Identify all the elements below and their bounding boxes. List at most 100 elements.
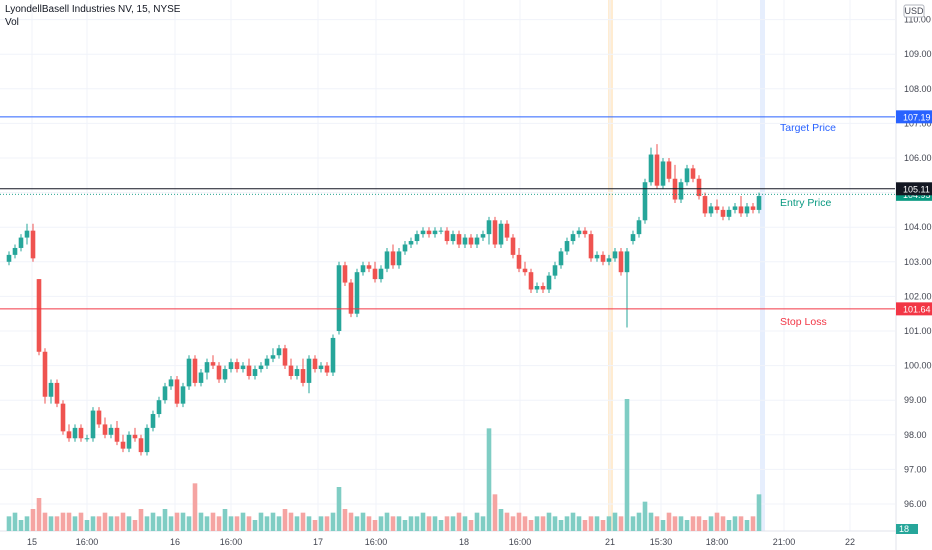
candle-body xyxy=(540,286,546,290)
volume-bar xyxy=(126,516,132,531)
volume-bar xyxy=(690,516,696,531)
y-tick-label: 101.00 xyxy=(904,326,932,336)
y-tick-label: 96.00 xyxy=(904,499,927,509)
candle-body xyxy=(294,369,300,376)
volume-bar xyxy=(198,512,204,531)
volume-bar xyxy=(546,512,552,531)
candle-body xyxy=(252,369,258,376)
currency-badge[interactable] xyxy=(903,4,925,18)
volume-bar xyxy=(678,516,684,531)
volume-bar xyxy=(90,516,96,531)
candle-body xyxy=(258,365,264,370)
volume-bar xyxy=(84,520,90,531)
level-label: Target Price xyxy=(780,122,836,134)
candle-body xyxy=(84,438,90,440)
volume-bar xyxy=(672,516,678,531)
volume-bar xyxy=(318,516,324,531)
candle-body xyxy=(606,258,612,262)
candle-body xyxy=(336,265,342,331)
candle-body xyxy=(564,241,570,252)
volume-bar xyxy=(648,512,654,531)
volume-bar xyxy=(60,512,66,531)
volume-bar xyxy=(570,512,576,531)
candle-body xyxy=(642,182,648,221)
volume-bar xyxy=(18,520,24,531)
candle-body xyxy=(414,234,420,242)
candle-body xyxy=(192,358,198,383)
volume-bar xyxy=(564,516,570,531)
candle-body xyxy=(654,154,660,186)
candle-body xyxy=(120,441,126,449)
candle-body xyxy=(216,365,222,380)
candle-body xyxy=(552,265,558,276)
level-label: Entry Price xyxy=(780,197,832,209)
volume-bar xyxy=(300,512,306,531)
volume-bar xyxy=(24,516,30,531)
volume-bar xyxy=(750,516,756,531)
volume-bar xyxy=(654,516,660,531)
candle-body xyxy=(366,265,372,269)
candle-body xyxy=(588,234,594,259)
volume-bar xyxy=(66,512,72,531)
y-tick-label: 110.00 xyxy=(904,15,931,25)
candle-body xyxy=(516,254,522,269)
volume-bar xyxy=(258,512,264,531)
volume-bar xyxy=(270,512,276,531)
candle-body xyxy=(198,372,204,383)
volume-bar xyxy=(12,512,18,531)
candle-body xyxy=(426,230,432,235)
candle-body xyxy=(420,230,426,235)
x-tick-label: 15 xyxy=(27,537,37,547)
volume-bar xyxy=(582,520,588,531)
volume-tag xyxy=(896,524,918,534)
candle-body xyxy=(36,279,42,352)
x-tick-label: 18 xyxy=(459,537,469,547)
candle-body xyxy=(354,272,360,314)
volume-bar xyxy=(282,509,288,531)
candle-body xyxy=(720,209,726,217)
volume-bar xyxy=(468,520,474,531)
volume-bar xyxy=(162,509,168,531)
volume-bar xyxy=(180,512,186,531)
volume-bar xyxy=(192,483,198,531)
volume-bar xyxy=(414,516,420,531)
volume-bar xyxy=(522,516,528,531)
candle-body xyxy=(18,237,24,248)
volume-bar xyxy=(288,512,294,531)
volume-bar xyxy=(120,512,126,531)
x-tick-label: 16:00 xyxy=(509,537,532,547)
volume-bar xyxy=(528,520,534,531)
candle-body xyxy=(600,254,606,262)
candle-body xyxy=(666,161,672,179)
volume-bar xyxy=(666,512,672,531)
volume-bar xyxy=(660,520,666,531)
volume-bar xyxy=(342,509,348,531)
volume-bar xyxy=(516,512,522,531)
y-tick-label: 109.00 xyxy=(904,49,932,59)
candle-body xyxy=(498,223,504,245)
y-tick-label: 108.00 xyxy=(904,84,932,94)
volume-bar xyxy=(588,516,594,531)
volume-bar xyxy=(168,516,174,531)
volume-bar xyxy=(732,516,738,531)
candle-body xyxy=(486,220,492,235)
candle-body xyxy=(684,168,690,183)
level-price-tag xyxy=(896,110,932,124)
candle-body xyxy=(738,206,744,214)
candle-body xyxy=(234,362,240,370)
candle-body xyxy=(756,196,762,210)
candle-body xyxy=(186,358,192,387)
volume-bar xyxy=(462,516,468,531)
candle-body xyxy=(96,410,102,425)
volume-bar xyxy=(510,516,516,531)
y-tick-label: 97.00 xyxy=(904,464,927,474)
volume-bar xyxy=(174,512,180,531)
volume-bar xyxy=(216,516,222,531)
candle-body xyxy=(714,206,720,210)
volume-bar xyxy=(432,516,438,531)
x-tick-label: 22 xyxy=(845,537,855,547)
candle-body xyxy=(180,386,186,404)
y-tick-label: 107.00 xyxy=(904,118,932,128)
